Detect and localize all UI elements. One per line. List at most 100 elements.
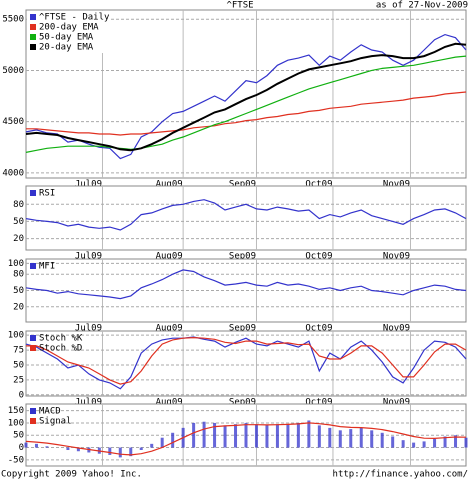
y-tick-label: 25 <box>13 375 24 385</box>
macd-bar <box>349 429 353 448</box>
legend-swatch <box>30 263 36 269</box>
y-tick-label: 20 <box>13 302 24 312</box>
macd-bar <box>307 420 311 448</box>
legend-label: Stoch %K <box>39 334 83 344</box>
legend-swatch <box>30 24 36 30</box>
y-tick-label: 100 <box>8 259 24 269</box>
x-tick-label: Aug09 <box>156 324 183 334</box>
legend-swatch <box>30 44 36 50</box>
macd-bar <box>370 430 374 448</box>
series-line <box>26 91 467 136</box>
copyright: Copyright 2009 Yahoo! Inc. <box>1 470 142 480</box>
macd-bar <box>66 447 70 451</box>
macd-bar <box>139 447 143 451</box>
macd-bar <box>76 447 80 452</box>
y-tick-label: 5500 <box>2 15 24 25</box>
macd-bar <box>275 424 279 448</box>
macd-bar <box>254 424 258 448</box>
series-line <box>25 269 467 300</box>
macd-bar <box>338 430 342 448</box>
macd-bar <box>118 447 122 458</box>
y-tick-label: 50 <box>13 286 24 296</box>
legend-label: MACD <box>39 407 61 417</box>
macd-bar <box>213 422 217 448</box>
y-tick-label: 50 <box>13 217 24 227</box>
series-line <box>25 422 467 456</box>
legend-box <box>27 11 109 53</box>
y-tick-label: 20 <box>13 234 24 244</box>
legend-label: ^FTSE - Daily <box>39 13 110 23</box>
legend-swatch <box>30 335 36 341</box>
x-tick-label: Aug09 <box>156 398 183 408</box>
y-tick-label: -50 <box>8 455 24 465</box>
x-tick-label: Sep09 <box>229 324 256 334</box>
macd-bar <box>34 443 38 448</box>
legend-swatch <box>30 14 36 20</box>
x-tick-label: Nov09 <box>383 180 410 190</box>
macd-bar <box>244 422 248 448</box>
macd-bar <box>234 424 238 448</box>
panel <box>25 185 467 251</box>
x-tick-label: Aug09 <box>156 180 183 190</box>
y-tick-label: 0 <box>19 390 24 400</box>
legend-swatch <box>30 345 36 351</box>
macd-bar <box>422 441 426 448</box>
macd-bar <box>265 425 269 448</box>
y-tick-label: 4000 <box>2 168 24 178</box>
macd-bar <box>317 425 321 448</box>
legend-label: 50-day EMA <box>39 33 94 43</box>
y-tick-label: 50 <box>13 360 24 370</box>
macd-bar <box>192 422 196 448</box>
y-tick-label: 100 <box>8 331 24 341</box>
y-tick-label: 100 <box>8 418 24 428</box>
macd-bar <box>129 447 133 457</box>
macd-bar <box>45 446 49 448</box>
x-tick-label: Oct09 <box>305 252 332 262</box>
legend-label: Stoch %D <box>39 344 82 354</box>
series-line <box>25 336 467 390</box>
legend-label: RSI <box>39 189 55 199</box>
x-tick-label: Oct09 <box>305 398 332 408</box>
chart-title: ^FTSE <box>226 1 253 11</box>
macd-bar <box>150 443 154 448</box>
macd-bar <box>24 442 28 448</box>
macd-bar <box>454 435 458 448</box>
macd-bar <box>380 432 384 448</box>
macd-bar <box>359 427 363 448</box>
macd-bar <box>412 442 416 448</box>
x-tick-label: Nov09 <box>383 398 410 408</box>
x-tick-label: Aug09 <box>156 252 183 262</box>
x-tick-label: Jul09 <box>75 180 102 190</box>
macd-bar <box>223 425 227 448</box>
macd-bar <box>443 436 447 448</box>
macd-bar <box>286 424 290 448</box>
x-tick-label: Nov09 <box>383 324 410 334</box>
macd-bar <box>391 436 395 448</box>
x-tick-label: Sep09 <box>229 180 256 190</box>
macd-bar <box>433 438 437 448</box>
legend-swatch <box>30 190 36 196</box>
series-line <box>25 33 467 160</box>
series-line <box>26 336 467 385</box>
legend-swatch <box>30 418 36 424</box>
legend-label: 20-day EMA <box>39 43 94 53</box>
macd-bar <box>160 437 164 448</box>
y-tick-label: 75 <box>13 346 24 356</box>
macd-bar <box>171 432 175 448</box>
y-tick-label: 0 <box>19 443 24 453</box>
macd-bar <box>108 447 112 455</box>
x-tick-label: Oct09 <box>305 324 332 334</box>
macd-bar <box>296 422 300 448</box>
x-tick-label: Jul09 <box>75 252 102 262</box>
source-url: http://finance.yahoo.com/ <box>333 470 468 480</box>
y-tick-label: 50 <box>13 431 24 441</box>
macd-bar <box>328 427 332 448</box>
x-tick-label: Jul09 <box>75 324 102 334</box>
x-tick-label: Jul09 <box>75 398 102 408</box>
legend-label: MFI <box>39 262 55 272</box>
x-tick-label: Sep09 <box>229 398 256 408</box>
y-tick-label: 80 <box>13 200 24 210</box>
y-tick-label: 150 <box>8 406 24 416</box>
panel <box>25 330 467 397</box>
